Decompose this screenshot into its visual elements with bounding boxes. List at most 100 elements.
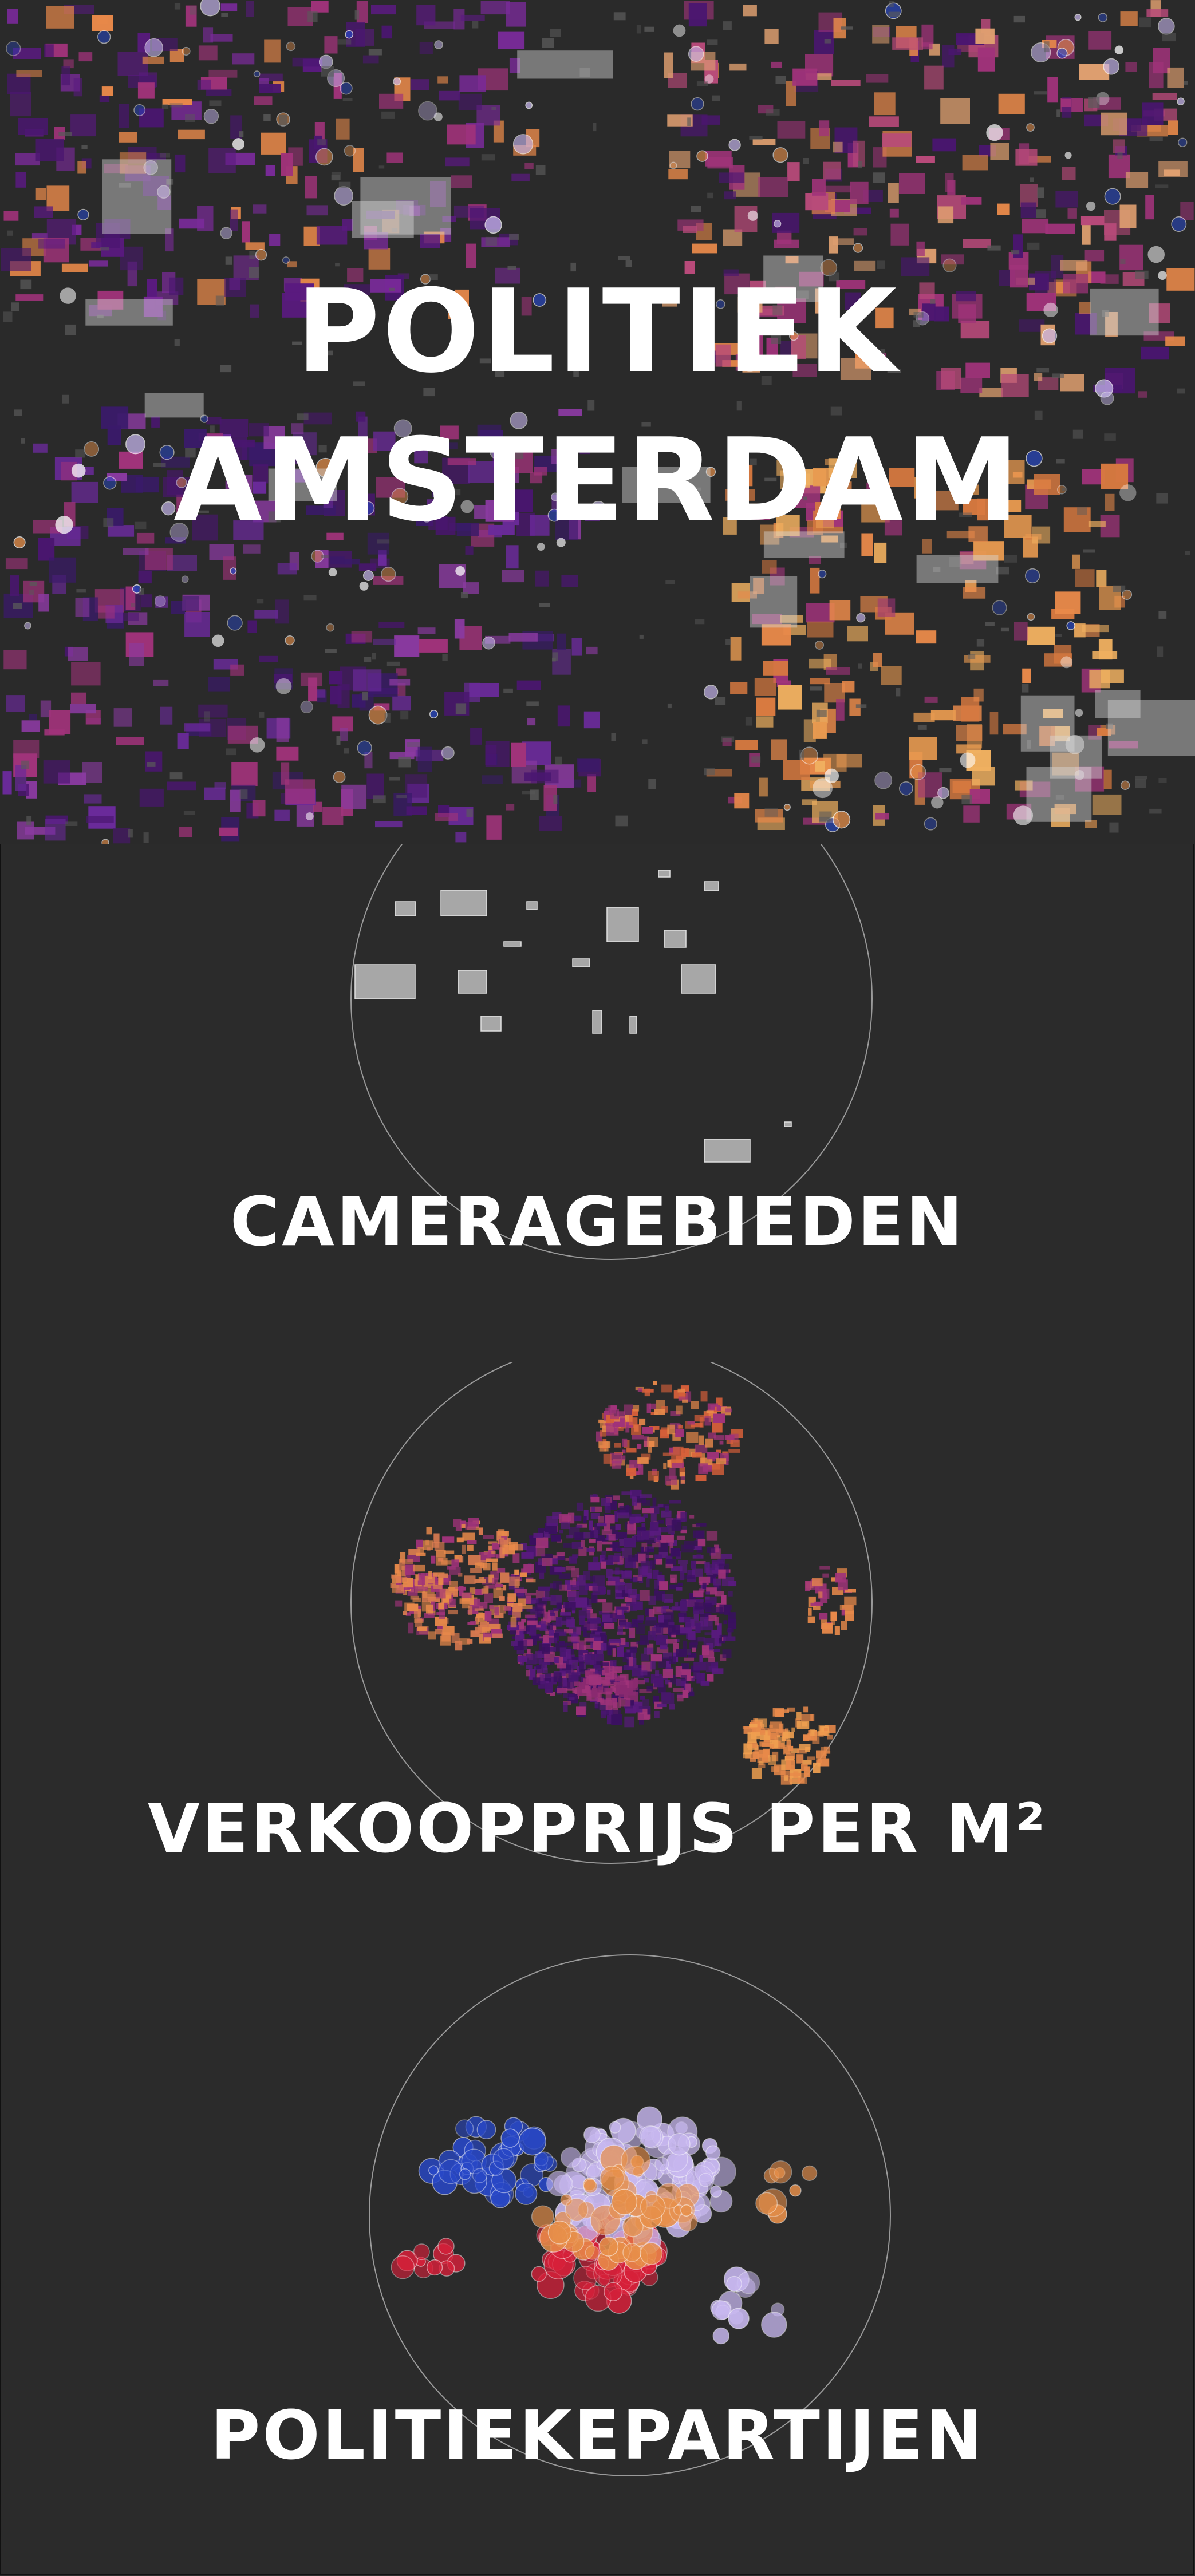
city-block [427, 499, 448, 508]
price-block [549, 1630, 554, 1636]
city-block [853, 228, 867, 236]
grey-block [1027, 740, 1031, 749]
city-block [435, 813, 458, 821]
price-block [630, 1641, 638, 1648]
city-block [71, 662, 101, 686]
grey-block [166, 179, 174, 185]
party-marker [249, 737, 265, 753]
price-block [507, 1593, 516, 1602]
price-block [638, 1553, 646, 1563]
city-block [730, 464, 753, 487]
price-block [563, 1543, 574, 1548]
party-marker [60, 287, 76, 304]
grey-block [644, 26, 654, 32]
city-block [1166, 268, 1195, 291]
city-block [1105, 312, 1118, 337]
city-block [13, 48, 41, 59]
city-block [169, 49, 184, 62]
grey-block [321, 555, 329, 558]
city-block [809, 658, 831, 669]
party-marker [611, 2188, 638, 2215]
city-block [1045, 223, 1075, 234]
city-block [1158, 161, 1188, 177]
party-marker [1171, 216, 1187, 232]
grey-block [1156, 493, 1168, 504]
price-block [395, 1600, 403, 1607]
party-marker [428, 2165, 439, 2176]
grey-block [169, 103, 183, 108]
grey-block [381, 111, 395, 119]
grey-block [384, 713, 391, 723]
city-block [750, 511, 770, 520]
price-block [699, 1654, 703, 1662]
party-marker [359, 581, 369, 591]
city-block [506, 545, 519, 569]
grey-block [917, 725, 927, 730]
price-block [713, 1649, 720, 1652]
grey-block [888, 11, 900, 17]
city-block [45, 819, 66, 841]
price-block [415, 1618, 423, 1627]
party-marker [286, 41, 296, 52]
price-block [628, 1555, 638, 1562]
price-block [717, 1641, 722, 1647]
city-block [1020, 202, 1037, 219]
city-block [229, 475, 253, 493]
price-block [612, 1542, 620, 1552]
city-block [198, 45, 218, 61]
city-block [1055, 591, 1081, 614]
grey-block [147, 762, 156, 767]
price-block [545, 1523, 558, 1534]
city-block [932, 138, 956, 152]
price-block [415, 1574, 420, 1581]
city-block [913, 712, 935, 722]
city-block [524, 772, 551, 781]
city-block [233, 520, 264, 540]
price-block [684, 1575, 696, 1579]
city-block [874, 542, 887, 563]
city-block [1082, 625, 1109, 633]
party-marker [709, 2185, 723, 2198]
grey-block [555, 756, 562, 765]
party-marker [285, 635, 295, 646]
city-block [145, 751, 163, 772]
party-marker [362, 570, 374, 581]
price-block [597, 1686, 604, 1693]
grey-block [691, 206, 701, 212]
price-block [617, 1512, 630, 1519]
camera-zone [763, 531, 845, 558]
price-block [759, 1741, 770, 1747]
price-block [657, 1503, 664, 1507]
city-block [1019, 319, 1045, 332]
party-marker [433, 488, 447, 502]
city-block [963, 239, 991, 248]
grey-block [161, 104, 169, 109]
price-block [561, 1522, 570, 1530]
city-block [1022, 218, 1049, 234]
price-block [766, 1733, 776, 1740]
camera-area [354, 964, 416, 999]
grey-block [1158, 611, 1167, 619]
price-block [629, 1657, 633, 1667]
price-block [626, 1448, 637, 1453]
city-block [341, 784, 367, 809]
grey-block [400, 710, 409, 720]
price-block [484, 1593, 493, 1603]
price-block [451, 1633, 460, 1643]
grey-block [373, 795, 386, 804]
party-marker [1042, 328, 1058, 343]
price-block [714, 1638, 719, 1646]
price-block [635, 1593, 640, 1601]
price-block [704, 1416, 711, 1426]
price-block [668, 1528, 675, 1534]
party-marker [1147, 246, 1165, 263]
party-marker [986, 124, 1003, 141]
price-block [652, 1497, 657, 1508]
price-block [517, 1593, 526, 1599]
grey-block [913, 312, 924, 318]
grey-block [552, 652, 558, 661]
city-block [70, 114, 96, 137]
price-block [563, 1702, 568, 1712]
price-block [520, 1605, 533, 1609]
price-block [797, 1777, 805, 1784]
